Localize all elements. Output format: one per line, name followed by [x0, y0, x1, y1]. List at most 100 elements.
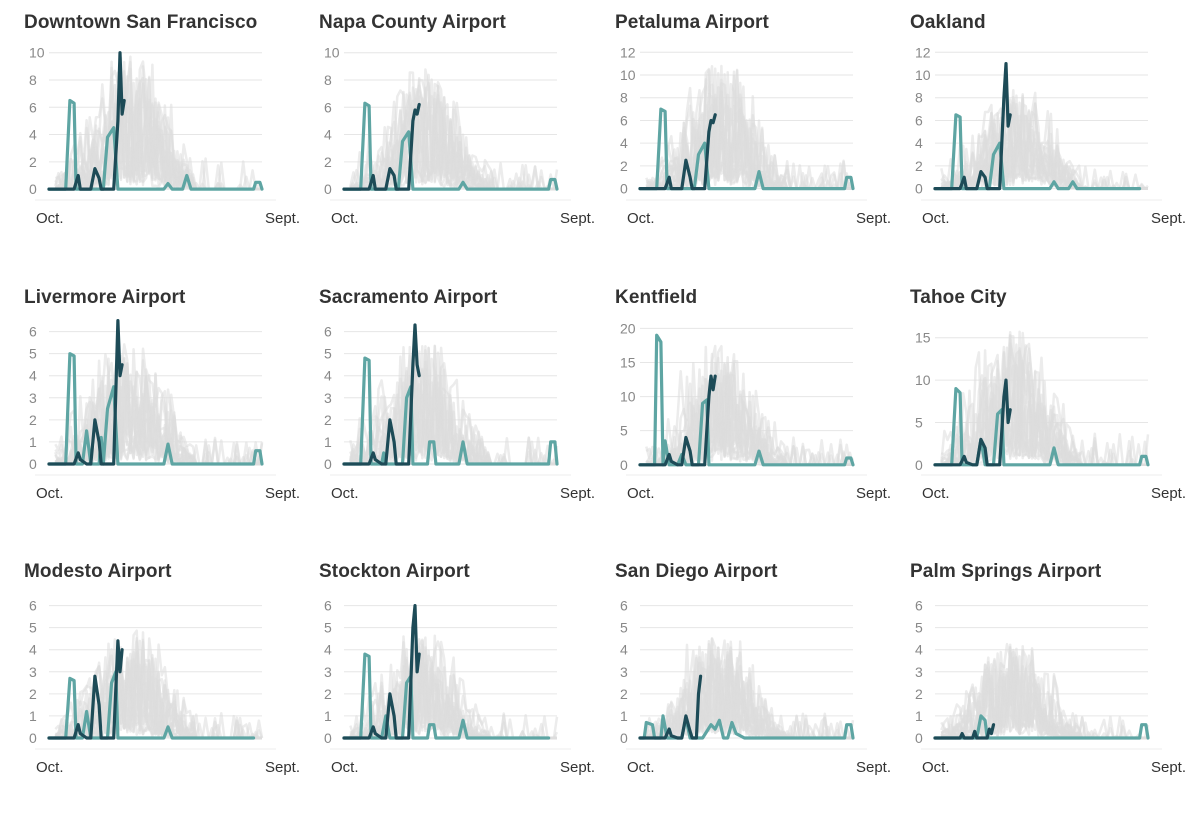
y-tick-label: 8: [29, 72, 37, 88]
y-tick-label: 15: [620, 355, 636, 371]
y-tick-label: 6: [620, 598, 628, 614]
y-tick-label: 2: [29, 686, 37, 702]
last-year-line: [47, 98, 264, 191]
chart-title: Stockton Airport: [319, 561, 470, 582]
x-start-label: Oct.: [331, 759, 359, 776]
y-tick-label: 10: [620, 67, 636, 83]
y-tick-label: 2: [915, 686, 923, 702]
y-tick-label: 0: [915, 181, 923, 197]
chart-panel: Downtown San Francisco 10 8 6 4 2 0 Oct. Sept.: [24, 12, 319, 282]
current-year-line: [47, 319, 124, 466]
y-tick-label: 1: [324, 708, 332, 724]
y-tick-label: 6: [915, 112, 923, 128]
y-tick-label: 10: [915, 67, 931, 83]
y-tick-label: 0: [915, 730, 923, 746]
chart-panel: Kentfield 20 15 10 5 0 Oct. Sept.: [615, 287, 910, 557]
y-tick-label: 5: [620, 620, 628, 636]
chart-plot: 20 15 10 5 0 Oct. Sept.: [620, 320, 891, 502]
x-end-label: Sept.: [560, 759, 595, 776]
y-tick-label: 0: [324, 181, 332, 197]
y-tick-label: 6: [29, 324, 37, 340]
y-tick-label: 4: [324, 127, 332, 143]
last-year-line: [342, 356, 559, 466]
chart-panel: Oakland 12 10 8 6 4 2 0 Oct. Sept.: [910, 12, 1200, 282]
y-tick-label: 6: [620, 112, 628, 128]
x-end-label: Sept.: [265, 210, 300, 227]
x-end-label: Sept.: [1151, 759, 1186, 776]
current-year-line: [47, 51, 126, 191]
y-tick-label: 6: [324, 598, 332, 614]
y-tick-label: 0: [915, 457, 923, 473]
x-start-label: Oct.: [922, 210, 950, 227]
x-end-label: Sept.: [856, 485, 891, 502]
chart-plot: 6 5 4 3 2 1 0 Oct. Sept.: [915, 598, 1186, 776]
chart-title: Kentfield: [615, 287, 698, 308]
past-year-line: [940, 346, 1148, 467]
y-tick-label: 4: [620, 642, 628, 658]
y-tick-label: 3: [29, 390, 37, 406]
y-tick-label: 0: [29, 181, 37, 197]
x-start-label: Oct.: [627, 485, 655, 502]
chart-title: Downtown San Francisco: [24, 12, 258, 33]
chart-plot: 6 5 4 3 2 1 0 Oct. Sept.: [324, 323, 595, 502]
chart-plot: 6 5 4 3 2 1 0 Oct. Sept.: [324, 598, 595, 776]
y-tick-label: 4: [324, 368, 332, 384]
x-start-label: Oct.: [331, 485, 359, 502]
chart-panel: San Diego Airport 6 5 4 3 2 1 0 Oct. Sept.: [615, 561, 910, 831]
x-end-label: Sept.: [856, 210, 891, 227]
y-tick-label: 4: [915, 642, 923, 658]
chart-title: Tahoe City: [910, 287, 1007, 308]
y-tick-label: 20: [620, 320, 636, 336]
chart-plot: 10 8 6 4 2 0 Oct. Sept.: [29, 45, 300, 227]
y-tick-label: 6: [29, 598, 37, 614]
chart-panel: Modesto Airport 6 5 4 3 2 1 0 Oct. Sept.: [24, 561, 319, 831]
current-year-line: [638, 674, 703, 740]
y-tick-label: 2: [915, 158, 923, 174]
chart-title: Petaluma Airport: [615, 12, 769, 33]
y-tick-label: 4: [620, 135, 628, 151]
y-tick-label: 2: [29, 412, 37, 428]
y-tick-label: 1: [29, 708, 37, 724]
chart-title: Sacramento Airport: [319, 287, 498, 308]
y-tick-label: 2: [324, 686, 332, 702]
y-tick-label: 10: [324, 45, 340, 61]
chart-plot: 6 5 4 3 2 1 0 Oct. Sept.: [29, 598, 300, 776]
last-year-line: [933, 387, 1150, 467]
y-tick-label: 6: [915, 598, 923, 614]
y-tick-label: 1: [620, 708, 628, 724]
x-start-label: Oct.: [922, 759, 950, 776]
y-tick-label: 0: [620, 457, 628, 473]
chart-panel: Livermore Airport 6 5 4 3 2 1 0 Oct. Sept.: [24, 287, 319, 557]
x-start-label: Oct.: [36, 759, 64, 776]
y-tick-label: 5: [324, 620, 332, 636]
y-tick-label: 0: [620, 181, 628, 197]
chart-plot: 12 10 8 6 4 2 0 Oct. Sept.: [915, 44, 1186, 227]
current-year-line: [933, 723, 996, 740]
y-tick-label: 0: [324, 456, 332, 472]
y-tick-label: 2: [324, 154, 332, 170]
y-tick-label: 0: [29, 730, 37, 746]
y-tick-label: 5: [915, 620, 923, 636]
x-end-label: Sept.: [1151, 485, 1186, 502]
current-year-line: [638, 374, 717, 467]
chart-plot: 15 10 5 0 Oct. Sept.: [915, 330, 1186, 502]
x-start-label: Oct.: [36, 210, 64, 227]
y-tick-label: 8: [324, 72, 332, 88]
current-year-line: [342, 604, 421, 740]
chart-title: Modesto Airport: [24, 561, 172, 582]
y-tick-label: 4: [29, 642, 37, 658]
last-year-line: [47, 670, 256, 740]
chart-title: Oakland: [910, 12, 986, 33]
y-tick-label: 3: [915, 664, 923, 680]
x-start-label: Oct.: [922, 485, 950, 502]
y-tick-label: 6: [324, 324, 332, 340]
y-tick-label: 4: [324, 642, 332, 658]
chart-plot: 10 8 6 4 2 0 Oct. Sept.: [324, 45, 595, 227]
y-tick-label: 2: [324, 412, 332, 428]
current-year-line: [342, 323, 421, 466]
y-tick-label: 1: [915, 708, 923, 724]
chart-panel: Stockton Airport 6 5 4 3 2 1 0 Oct. Sept.: [319, 561, 614, 831]
y-tick-label: 4: [915, 135, 923, 151]
last-year-line: [342, 652, 551, 740]
y-tick-label: 12: [620, 44, 636, 60]
